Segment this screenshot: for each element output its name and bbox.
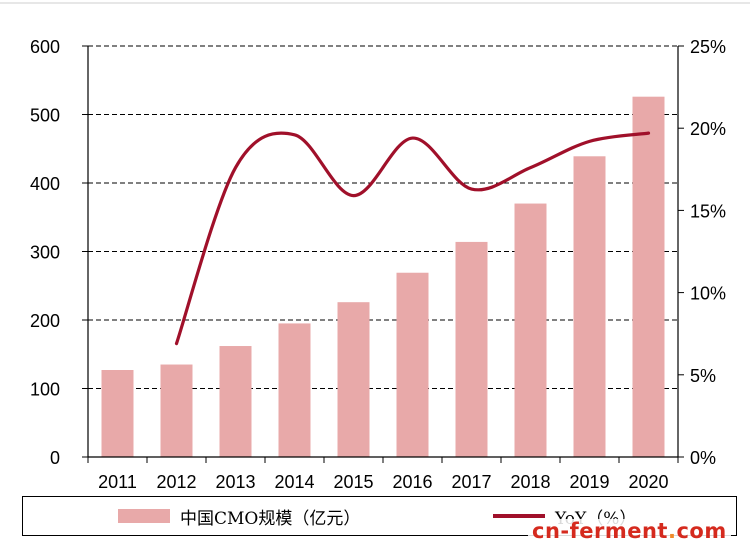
axes <box>82 45 684 463</box>
yoy-line-group <box>174 131 651 346</box>
legend-bars-label: 中国CMO规模（亿元） <box>180 508 361 529</box>
bar <box>514 203 547 457</box>
left-tick-label: 200 <box>30 311 60 331</box>
right-tick-label: 0% <box>690 448 716 468</box>
left-tick-label: 100 <box>30 380 60 400</box>
x-tick-label: 2012 <box>156 472 196 492</box>
bar <box>337 302 370 457</box>
bars <box>101 96 665 457</box>
x-tick-label: 2015 <box>333 472 373 492</box>
right-tick-label: 5% <box>690 366 716 386</box>
bar <box>278 323 311 457</box>
x-tick-label: 2018 <box>510 472 550 492</box>
legend-line-swatch <box>493 514 545 518</box>
bar <box>573 156 606 457</box>
right-tick-label: 20% <box>690 119 726 139</box>
bar <box>160 364 193 457</box>
x-tick-label: 2016 <box>392 472 432 492</box>
legend-bars-swatch <box>118 509 170 523</box>
left-tick-label: 600 <box>30 37 60 57</box>
x-tick-label: 2019 <box>569 472 609 492</box>
watermark-dot: . <box>667 519 677 543</box>
x-tick-label: 2011 <box>98 472 137 492</box>
tick-labels: 0 100 200 300 400 500 600 0% 5% 10% 15% 20% 25% 2011 2… <box>30 37 726 492</box>
bar <box>396 272 429 457</box>
right-tick-label: 10% <box>690 284 726 304</box>
right-tick-label: 25% <box>690 37 726 57</box>
bar <box>219 346 252 457</box>
yoy-line <box>174 131 651 346</box>
x-tick-label: 2017 <box>451 472 491 492</box>
legend-bars: 中国CMO规模（亿元） <box>118 505 361 529</box>
left-tick-label: 400 <box>30 174 60 194</box>
bar <box>101 370 134 457</box>
watermark-suffix: com <box>676 519 727 543</box>
bar <box>455 241 488 457</box>
x-tick-label: 2020 <box>628 472 668 492</box>
watermark-prefix: cn-ferment <box>532 519 668 543</box>
left-tick-label: 300 <box>30 243 60 263</box>
watermark: cn-ferment.com <box>528 519 731 543</box>
x-tick-label: 2013 <box>215 472 255 492</box>
bar <box>632 96 665 457</box>
right-tick-label: 15% <box>690 201 726 221</box>
left-tick-label: 0 <box>50 448 60 468</box>
x-tick-label: 2014 <box>274 472 314 492</box>
left-tick-label: 500 <box>30 106 60 126</box>
